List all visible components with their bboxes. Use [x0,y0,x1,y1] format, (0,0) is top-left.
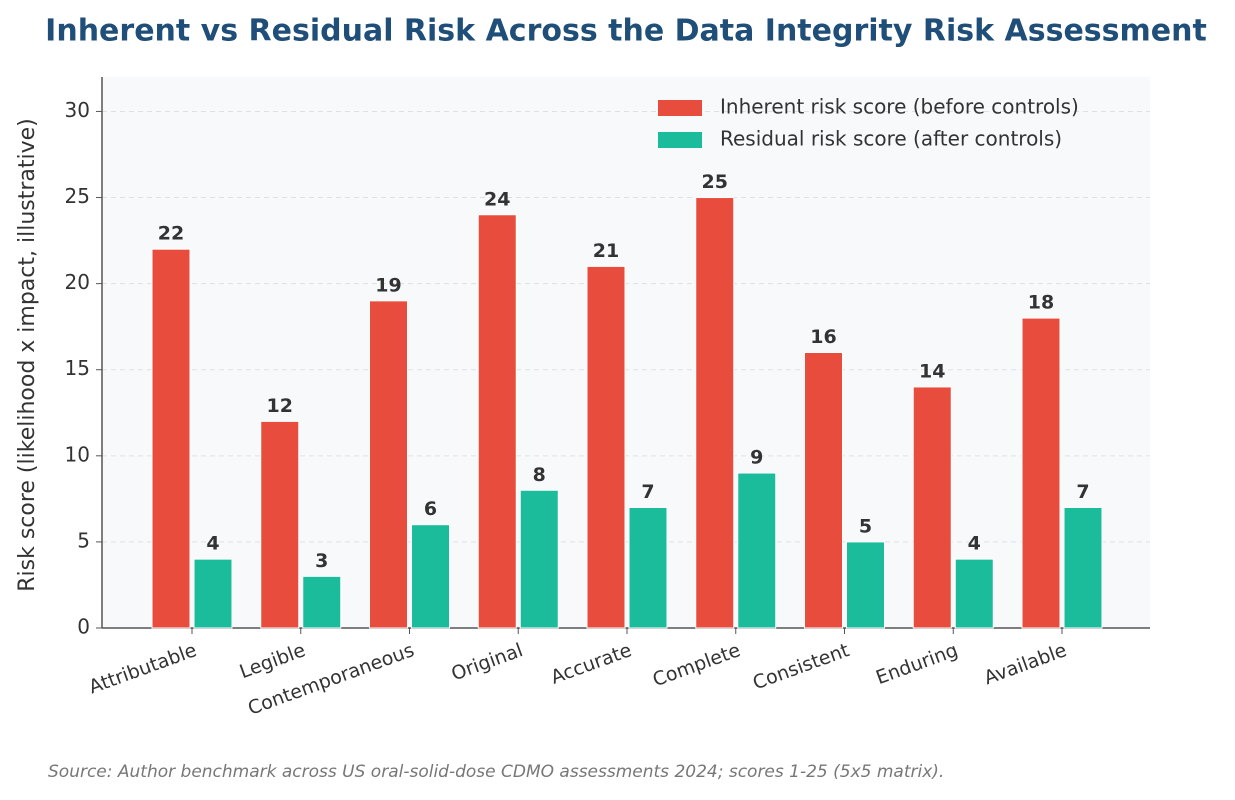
chart-title: Inherent vs Residual Risk Across the Dat… [45,14,1207,49]
bar [912,386,952,629]
y-tick-label: 15 [65,356,90,380]
bar [1063,506,1103,629]
bar [411,524,450,629]
x-tick-label: Original [448,639,525,685]
x-tick-label: Accurate [548,639,635,688]
value-label: 6 [424,498,437,520]
y-tick-label: 5 [77,528,90,552]
y-axis-label: Risk score (likelihood x impact, illustr… [15,118,40,592]
y-tick-label: 25 [65,184,90,208]
bar [193,558,233,629]
value-label: 3 [315,550,328,572]
bar [737,472,777,629]
value-label: 7 [1076,481,1089,503]
bar [628,506,668,629]
legend-swatch [658,132,702,148]
x-tick-label: Complete [650,639,744,691]
value-label: 21 [593,240,619,262]
value-label: 5 [859,515,872,537]
x-tick-label: Available [981,639,1069,689]
value-label: 8 [533,464,546,486]
plot-area [102,77,1150,628]
bar [954,558,994,629]
bar [151,248,191,629]
x-tick-label: Enduring [873,639,961,689]
value-label: 4 [206,533,219,555]
bar [260,420,300,629]
legend-swatch [658,100,702,116]
bar [369,300,408,629]
y-tick-label: 0 [77,615,90,639]
y-tick-label: 10 [65,442,90,466]
bar [519,489,559,629]
value-label: 14 [919,360,945,382]
value-label: 7 [641,481,654,503]
y-tick-label: 30 [65,98,90,122]
x-tick-label: Attributable [86,639,200,698]
bar [804,352,843,629]
y-tick-label: 20 [65,270,90,294]
value-label: 19 [375,274,401,296]
value-label: 22 [158,223,184,245]
bar [846,541,885,629]
value-label: 25 [702,171,728,193]
bar [302,575,342,629]
bar [477,214,517,629]
bar [1021,317,1061,629]
value-label: 4 [968,533,981,555]
x-tick-label: Legible [237,639,309,683]
bar [695,197,735,629]
value-label: 12 [267,395,293,417]
source-note: Source: Author benchmark across US oral-… [48,762,944,782]
legend-label: Residual risk score (after controls) [720,127,1062,151]
value-label: 24 [484,188,510,210]
value-label: 18 [1028,292,1054,314]
x-tick-label: Consistent [750,639,852,694]
bar [586,265,626,629]
value-label: 9 [750,447,763,469]
legend-label: Inherent risk score (before controls) [720,95,1079,119]
value-label: 16 [810,326,836,348]
